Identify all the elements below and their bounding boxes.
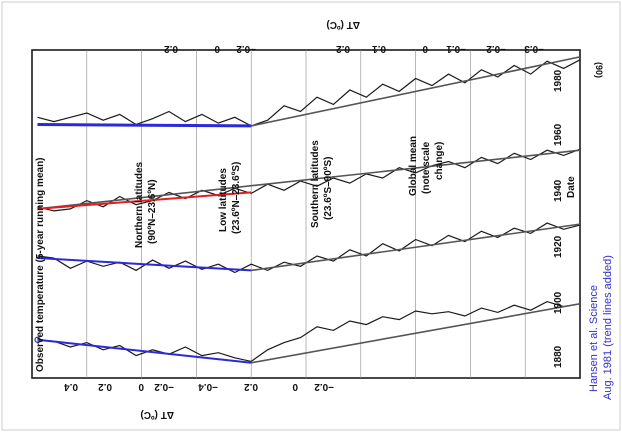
x-tick-label: 1900	[553, 291, 564, 314]
top-tick-label: −0.1	[446, 43, 466, 54]
trend-line-gray-2	[37, 149, 581, 210]
left-tick-label: −0.2	[154, 381, 174, 392]
series-label-southern-2: (23.6ºS–90ºS)	[323, 157, 334, 220]
x-axis-label: Date	[566, 176, 577, 198]
top-tick-label: 0	[214, 43, 220, 54]
y-axis-label-right: ΔT (ºC)	[326, 19, 360, 30]
trend-line-gray-0	[251, 302, 581, 364]
left-tick-label: −0.2	[314, 381, 334, 392]
page-number: (90)	[594, 62, 604, 78]
top-tick-label: −0.2	[236, 43, 256, 54]
left-tick-label: 0	[138, 381, 144, 392]
series-curve-3	[37, 59, 581, 127]
trend-line-gray-3	[251, 56, 581, 127]
left-tick-labels: 0.4 0.2 0 −0.2 −0.4 0.2 0 −0.2	[64, 381, 334, 392]
series-label-southern-1: Southern latitudes	[310, 140, 321, 228]
credit-line-2: Aug. 1981 (trend lines added)	[602, 255, 614, 400]
series-label-global-3: change)	[434, 142, 445, 180]
trend-line-blue-0	[37, 338, 252, 364]
text-labels: Observed temperature (5-year running mea…	[35, 19, 614, 420]
gridlines	[86, 50, 526, 378]
series-label-low-2: (23.6ºN–23.6ºS)	[231, 162, 242, 234]
series-label-northern-2: (90ºN–23.6ºN)	[147, 179, 158, 244]
x-tick-labels: 1880 1900 1920 1940 1960 1980	[553, 69, 564, 368]
top-tick-label: 0.2	[164, 43, 178, 54]
trend-endpoint-marker	[34, 336, 41, 343]
trend-line-red-2	[37, 191, 252, 210]
credit-line-1: Hansen et al. Science	[588, 285, 600, 392]
top-tick-labels: 0.2 0 −0.2 0.2 0.1 0 −0.1 −0.2 −0.3	[164, 43, 544, 54]
x-tick-label: 1980	[553, 69, 564, 92]
x-tick-label: 1920	[553, 235, 564, 258]
trend-line-blue-1	[37, 257, 252, 272]
left-tick-label: 0.4	[64, 381, 78, 392]
series-curve-1	[37, 222, 581, 274]
series-label-northern-1: Northern latitudes	[134, 161, 145, 248]
top-tick-label: 0.1	[372, 43, 386, 54]
series-label-low-1: Low latitudes	[218, 168, 229, 232]
series-curve-0	[37, 300, 581, 363]
left-tick-label: 0.2	[98, 381, 112, 392]
series-label-global-1: Global mean	[408, 136, 419, 196]
series-label-global-2: (note scale	[421, 141, 432, 194]
rotated-figure	[31, 49, 581, 379]
x-tick-label: 1960	[553, 123, 564, 146]
top-tick-label: −0.2	[486, 43, 506, 54]
top-tick-label: 0	[422, 43, 428, 54]
x-tick-label: 1940	[553, 179, 564, 202]
trend-lines	[34, 56, 581, 364]
trend-line-blue-thick-3	[37, 122, 252, 128]
y-axis-label-left: ΔT (ºC)	[140, 409, 174, 420]
top-tick-label: −0.3	[524, 43, 544, 54]
left-tick-label: 0.2	[244, 381, 258, 392]
left-tick-label: −0.4	[198, 381, 218, 392]
trend-line-gray-1	[251, 223, 581, 272]
chart-title: Observed temperature (5-year running mea…	[35, 157, 46, 372]
x-tick-label: 1880	[553, 345, 564, 368]
top-tick-label: 0.2	[336, 43, 350, 54]
left-tick-label: 0	[292, 381, 298, 392]
